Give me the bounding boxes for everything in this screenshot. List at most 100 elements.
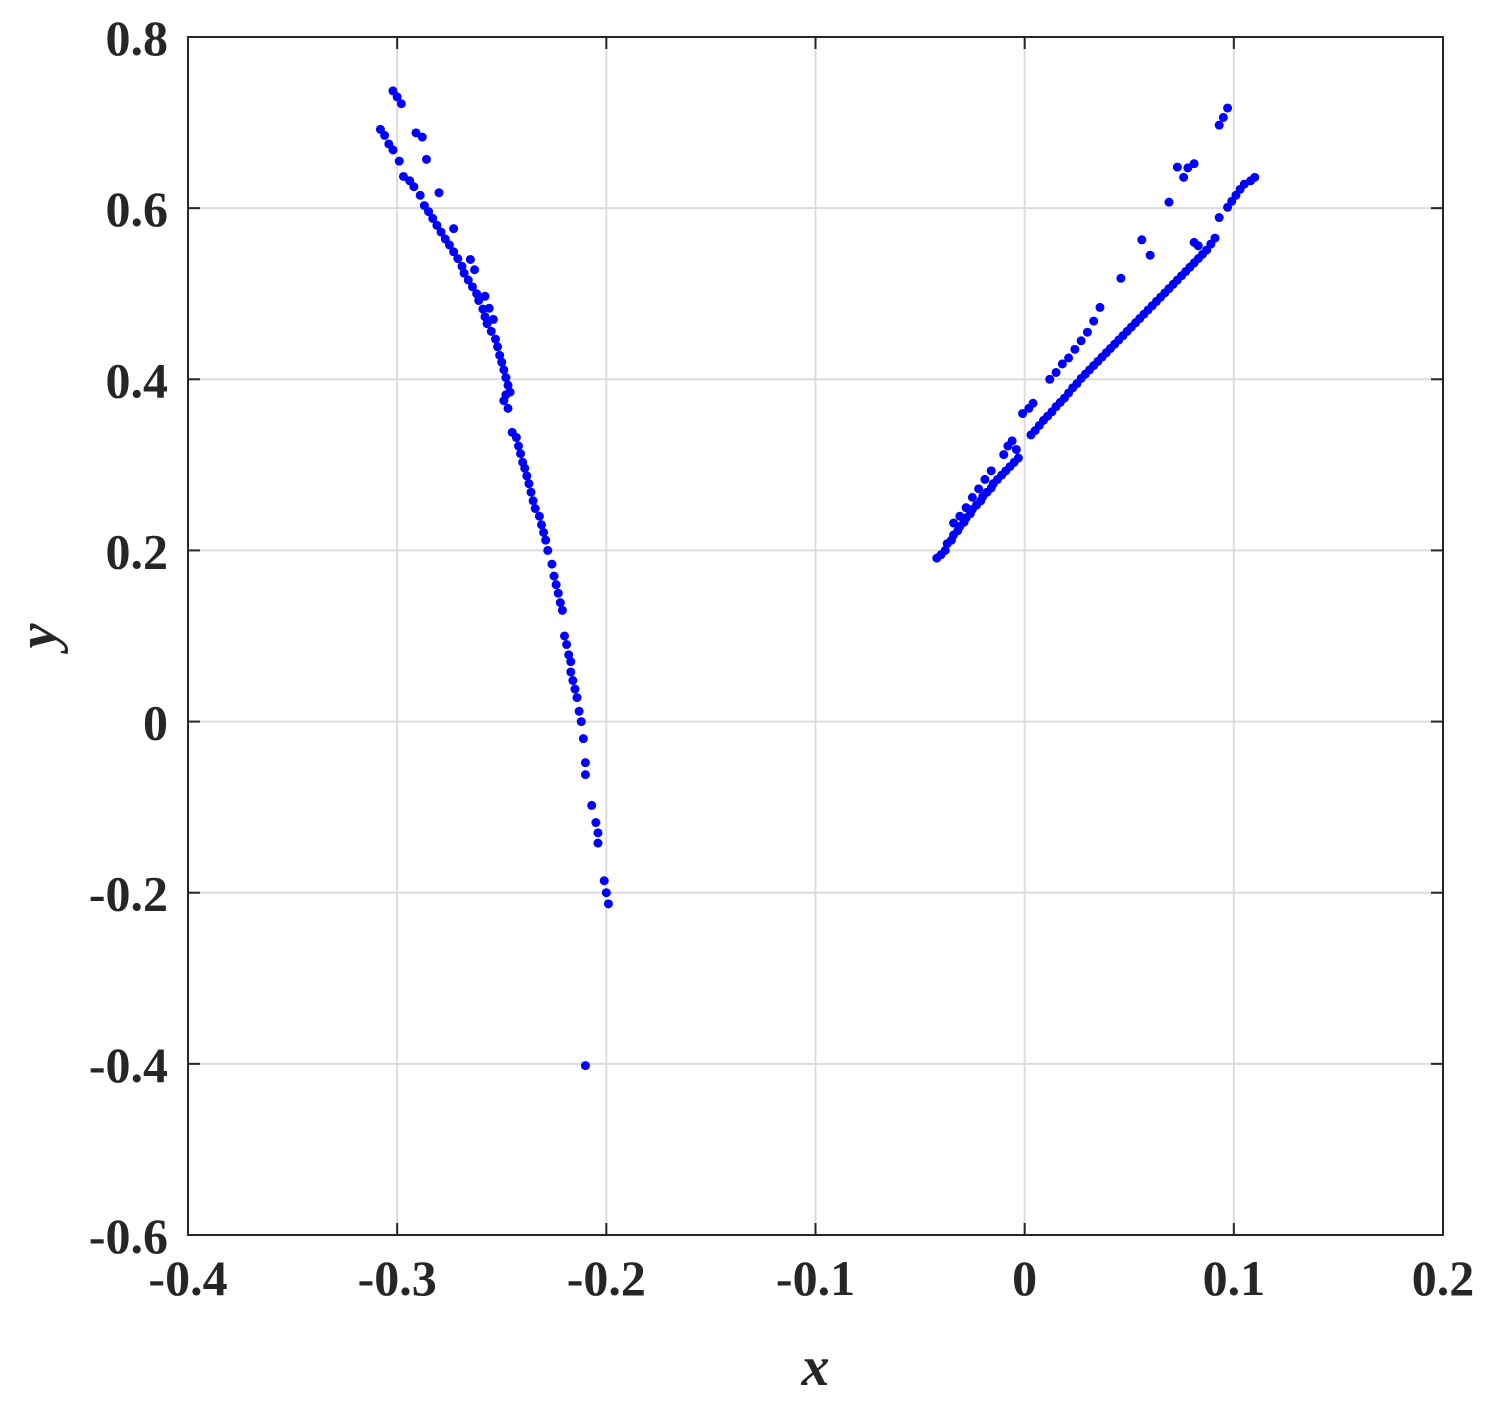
data-point: [459, 268, 469, 278]
data-point: [499, 396, 509, 406]
y-tick-label: 0.2: [106, 523, 169, 579]
data-point: [488, 314, 498, 324]
data-point: [574, 706, 584, 716]
data-point: [513, 441, 523, 451]
data-point: [482, 319, 492, 329]
data-point: [495, 350, 505, 360]
data-point: [1250, 172, 1260, 182]
data-point: [593, 838, 603, 848]
data-point: [457, 261, 467, 271]
data-point: [493, 342, 503, 352]
data-point: [955, 511, 965, 521]
data-point: [1210, 233, 1220, 243]
data-point: [505, 387, 515, 397]
data-point: [580, 758, 590, 768]
data-point: [434, 188, 444, 198]
data-point: [449, 247, 459, 257]
data-point: [1172, 162, 1182, 172]
data-point: [967, 492, 977, 502]
data-point: [560, 631, 569, 641]
data-point: [392, 92, 402, 102]
data-point: [486, 326, 496, 336]
y-tick-label: 0.4: [106, 352, 169, 408]
data-point: [578, 734, 588, 744]
data-point: [522, 471, 532, 481]
data-point: [1193, 241, 1203, 251]
data-point: [1223, 103, 1233, 113]
data-point: [463, 275, 473, 285]
data-point: [593, 828, 603, 838]
data-point: [553, 588, 563, 598]
data-point: [536, 520, 546, 530]
data-point: [940, 545, 950, 555]
y-tick-label: 0: [143, 695, 168, 751]
x-tick-label: -0.2: [567, 1250, 646, 1306]
data-point: [415, 190, 425, 200]
data-point: [497, 357, 507, 367]
data-point: [587, 800, 597, 810]
data-point: [484, 303, 494, 313]
data-point: [1057, 359, 1067, 369]
x-tick-label: -0.1: [776, 1250, 855, 1306]
data-point: [511, 432, 521, 442]
data-point: [549, 571, 559, 581]
data-point: [528, 496, 538, 506]
data-point: [526, 487, 536, 497]
y-tick-label: -0.2: [89, 866, 168, 922]
data-point: [436, 227, 446, 237]
y-tick-label: 0.8: [106, 10, 169, 66]
data-points: [375, 86, 1260, 1071]
data-point: [591, 818, 601, 828]
data-point: [551, 580, 561, 590]
data-point: [599, 876, 609, 886]
data-point: [541, 535, 551, 545]
data-point: [516, 449, 526, 459]
data-point: [1007, 436, 1017, 446]
plot-frame: [187, 36, 1444, 1236]
x-tick-label: -0.4: [148, 1250, 227, 1306]
x-tick-label: -0.3: [358, 1250, 437, 1306]
data-point: [480, 312, 490, 322]
data-point: [409, 182, 419, 192]
data-point: [543, 545, 553, 555]
data-point: [503, 380, 513, 390]
y-tick-label: -0.4: [89, 1037, 168, 1093]
data-point: [580, 1061, 590, 1071]
data-point: [566, 667, 576, 677]
data-point: [1070, 344, 1080, 354]
data-point: [1082, 327, 1092, 337]
data-point: [570, 684, 580, 694]
data-point: [534, 511, 544, 521]
data-point: [396, 99, 406, 109]
data-point: [472, 289, 482, 299]
x-tick-labels: -0.4 -0.3 -0.2 -0.1 0 0.1 0.2: [148, 1250, 1474, 1306]
data-point: [1045, 374, 1055, 384]
data-point: [961, 503, 971, 513]
data-point: [1116, 273, 1126, 283]
data-point: [417, 132, 427, 142]
data-point: [474, 296, 484, 306]
data-point: [503, 403, 513, 413]
data-point: [428, 213, 438, 223]
x-tick-label: 0: [1012, 1250, 1037, 1306]
data-point: [1179, 172, 1189, 182]
data-point: [949, 518, 959, 528]
data-point: [601, 888, 611, 898]
data-point: [480, 291, 490, 301]
data-point: [999, 450, 1009, 460]
data-point: [424, 207, 434, 217]
data-point: [470, 265, 480, 275]
data-point: [499, 365, 509, 375]
data-point: [530, 503, 540, 513]
data-point: [568, 675, 578, 685]
data-point: [1089, 316, 1099, 326]
data-point: [432, 220, 442, 230]
y-tick-labels: -0.6 -0.4 -0.2 0 0.2 0.4 0.6 0.8: [89, 10, 168, 1264]
data-point: [572, 693, 582, 703]
data-point: [380, 130, 390, 140]
data-point: [1214, 120, 1224, 130]
data-point: [490, 334, 500, 344]
data-point: [564, 650, 574, 660]
